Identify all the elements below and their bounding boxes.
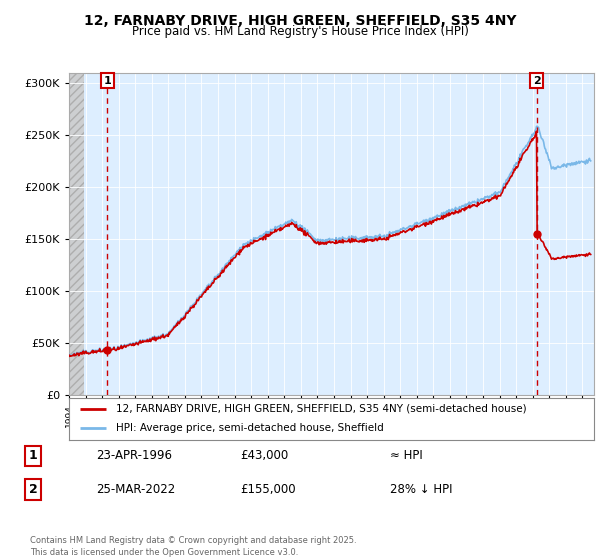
Text: Price paid vs. HM Land Registry's House Price Index (HPI): Price paid vs. HM Land Registry's House … <box>131 25 469 38</box>
Text: HPI: Average price, semi-detached house, Sheffield: HPI: Average price, semi-detached house,… <box>116 423 384 433</box>
Text: 23-APR-1996: 23-APR-1996 <box>96 449 172 463</box>
Text: 2: 2 <box>533 76 541 86</box>
Text: ≈ HPI: ≈ HPI <box>390 449 423 463</box>
Bar <box>69 73 84 395</box>
Text: Contains HM Land Registry data © Crown copyright and database right 2025.
This d: Contains HM Land Registry data © Crown c… <box>30 536 356 557</box>
Text: 28% ↓ HPI: 28% ↓ HPI <box>390 483 452 496</box>
Text: 2: 2 <box>29 483 37 496</box>
Text: 1: 1 <box>103 76 111 86</box>
Text: 12, FARNABY DRIVE, HIGH GREEN, SHEFFIELD, S35 4NY: 12, FARNABY DRIVE, HIGH GREEN, SHEFFIELD… <box>84 14 516 28</box>
Text: 25-MAR-2022: 25-MAR-2022 <box>96 483 175 496</box>
Text: 12, FARNABY DRIVE, HIGH GREEN, SHEFFIELD, S35 4NY (semi-detached house): 12, FARNABY DRIVE, HIGH GREEN, SHEFFIELD… <box>116 404 527 414</box>
Text: £155,000: £155,000 <box>240 483 296 496</box>
Text: £43,000: £43,000 <box>240 449 288 463</box>
Text: 1: 1 <box>29 449 37 463</box>
